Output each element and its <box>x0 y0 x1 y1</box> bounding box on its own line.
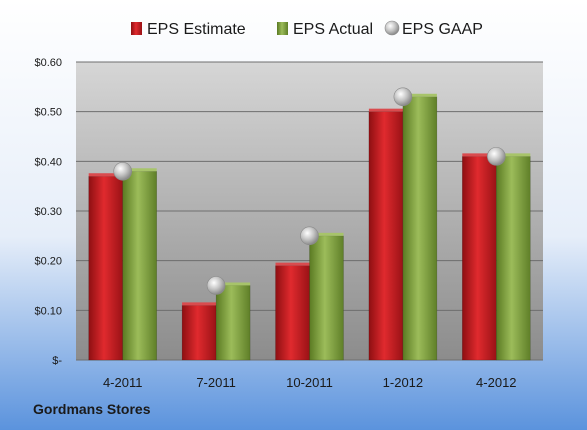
eps-estimate-bar <box>368 111 404 361</box>
legend-eps-estimate-swatch <box>131 22 142 35</box>
eps-actual-bar-top <box>216 282 251 286</box>
y-tick-label: $0.40 <box>34 156 62 168</box>
x-tick-label: 4-2011 <box>103 375 143 390</box>
eps-gaap-marker <box>206 276 226 295</box>
eps-estimate-bar-top <box>182 302 217 306</box>
gaap-markers <box>113 87 506 295</box>
eps-estimate-bar <box>181 305 217 361</box>
y-tick-label: $- <box>52 355 62 367</box>
eps-estimate-bar-top <box>275 262 310 266</box>
eps-actual-bar-top <box>309 232 344 236</box>
eps-estimate-bar <box>88 175 123 361</box>
eps-actual-bar-top <box>122 168 157 172</box>
y-tick-label: $0.30 <box>34 206 62 218</box>
eps-estimate-bar-top <box>462 153 497 157</box>
x-tick-label: 7-2011 <box>196 375 236 390</box>
eps-actual-bar-top <box>496 153 531 157</box>
x-tick-label: 4-2012 <box>476 375 516 390</box>
eps-estimate-bar <box>275 265 310 361</box>
eps-actual-bar-top <box>402 93 437 97</box>
x-axis-tick-labels: 4-2011 7-2011 10-2011 1-2012 4-2012 <box>103 375 517 390</box>
legend-eps-actual-swatch <box>277 22 288 35</box>
eps-gaap-marker <box>113 161 132 181</box>
eps-estimate-bar-top <box>368 108 403 112</box>
eps-actual-bar <box>215 285 251 361</box>
eps-estimate-bar <box>462 156 497 361</box>
y-tick-label: $0.20 <box>34 256 62 268</box>
eps-actual-bar <box>309 235 344 361</box>
y-axis-tick-labels: $0.60 $0.50 $0.40 $0.30 $0.20 $0.10 $- <box>34 57 62 367</box>
x-tick-label: 1-2012 <box>383 375 423 390</box>
eps-gaap-marker <box>393 87 413 107</box>
y-tick-label: $0.50 <box>34 107 62 119</box>
eps-gaap-marker <box>300 226 319 246</box>
legend-eps-estimate-label: EPS Estimate <box>147 21 246 38</box>
eps-actual-bar <box>122 171 157 361</box>
bars <box>88 93 531 361</box>
y-tick-label: $0.60 <box>34 57 62 69</box>
legend: EPS Estimate EPS Actual EPS GAAP <box>131 20 483 38</box>
eps-actual-bar <box>496 156 531 361</box>
legend-eps-actual-label: EPS Actual <box>293 21 373 38</box>
eps-estimate-bar-top <box>88 173 123 177</box>
legend-eps-gaap-label: EPS GAAP <box>402 21 483 38</box>
y-tick-label: $0.10 <box>34 305 62 317</box>
company-name: Gordmans Stores <box>33 401 151 417</box>
legend-eps-gaap-swatch <box>384 20 400 36</box>
eps-actual-bar <box>402 96 438 361</box>
eps-gaap-marker <box>486 147 506 166</box>
x-tick-label: 10-2011 <box>286 375 333 390</box>
